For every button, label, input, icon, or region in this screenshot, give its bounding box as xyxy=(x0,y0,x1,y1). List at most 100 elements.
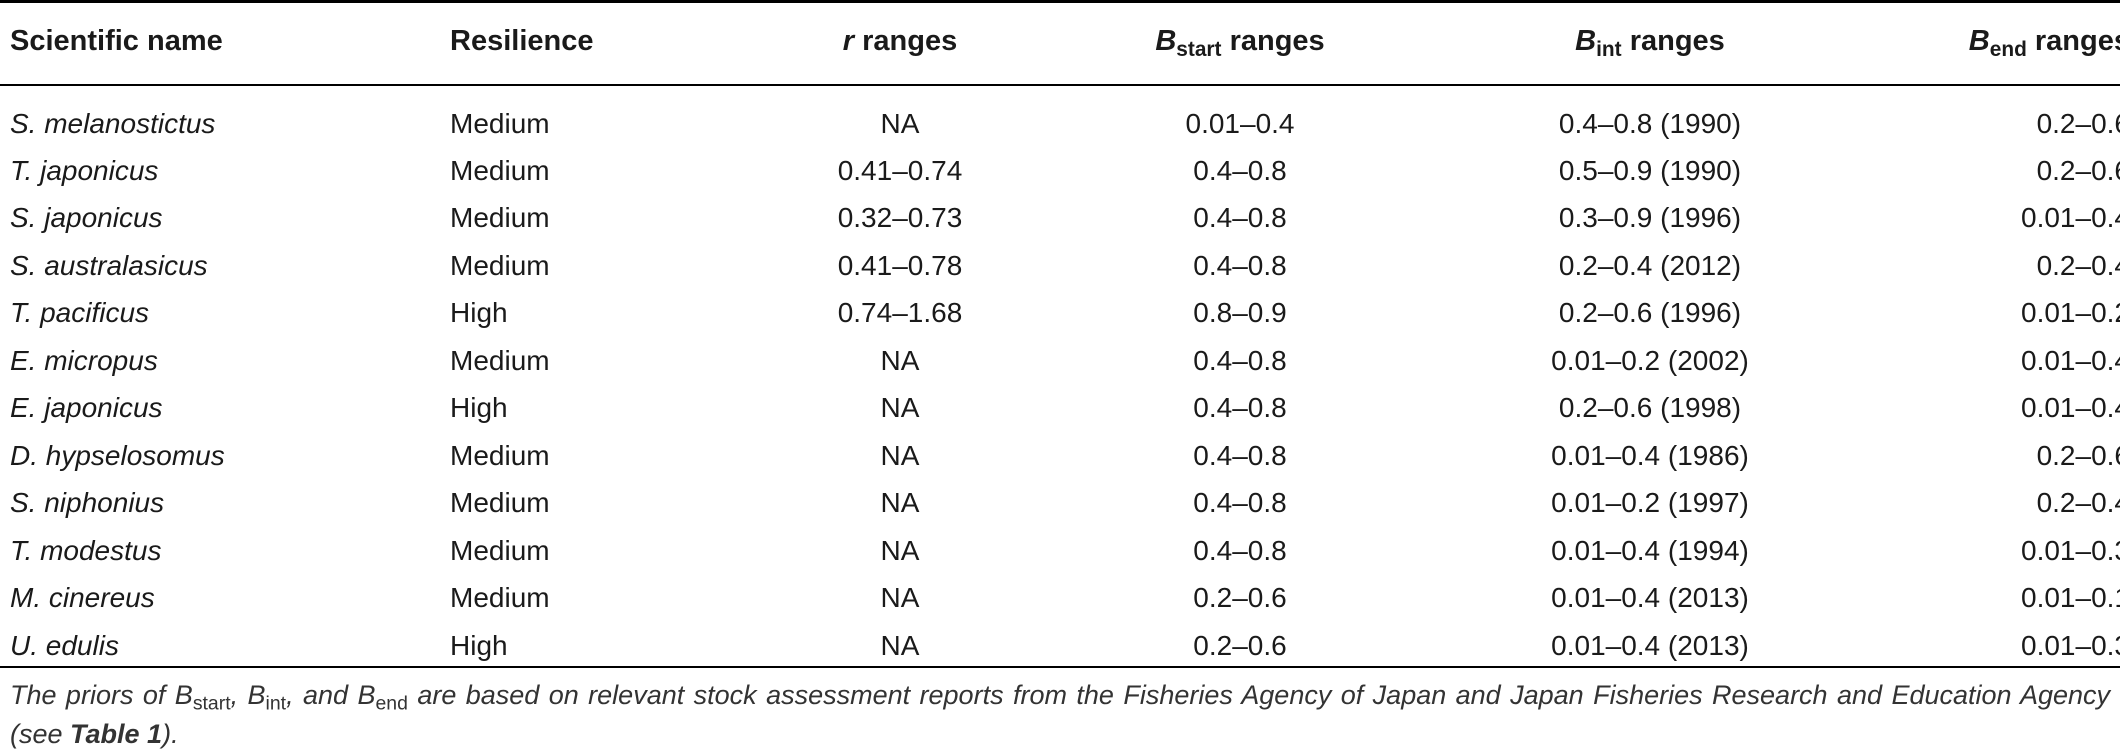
table-header-row: Scientific name Resilience r ranges Bsta… xyxy=(0,0,2120,86)
cell-r-range: NA xyxy=(880,582,920,614)
cell-r-range: NA xyxy=(880,344,920,376)
header-bstart-symbol: B xyxy=(1155,25,1177,57)
header-scientific-name: Scientific name xyxy=(10,25,223,57)
cell-bend-range: 0.01–0.4 xyxy=(2021,344,2120,376)
header-bend-ranges: Bend ranges xyxy=(1870,0,2120,86)
cell-bint-range: 0.4–0.8 (1990) xyxy=(1558,107,1742,139)
cell-bstart-range: 0.4–0.8 xyxy=(1193,249,1287,281)
table-row: T. pacificus High 0.74–1.68 0.8–0.9 0.2–… xyxy=(0,290,2120,338)
cell-scientific-name: U. edulis xyxy=(10,629,119,661)
header-bend-symbol: B xyxy=(1968,25,1990,57)
table-row: S. melanostictus Medium NA 0.01–0.4 0.4–… xyxy=(0,86,2120,147)
cell-bstart-range: 0.4–0.8 xyxy=(1193,344,1287,376)
cell-bint-range: 0.01–0.2 (1997) xyxy=(1551,487,1749,519)
cell-bint-range: 0.01–0.4 (2013) xyxy=(1551,582,1749,614)
footnote-text: The priors of B xyxy=(10,680,193,710)
header-bend-suffix: ranges xyxy=(2026,25,2120,57)
table-row: T. japonicus Medium 0.41–0.74 0.4–0.8 0.… xyxy=(0,147,2120,195)
footnote-text: are based on relevant stock assessment r… xyxy=(10,680,2111,749)
cell-resilience: Medium xyxy=(450,202,550,234)
cell-bend-range: 0.2–0.6 xyxy=(2036,154,2120,186)
cell-bend-range: 0.01–0.4 xyxy=(2021,202,2120,234)
cell-bstart-range: 0.01–0.4 xyxy=(1185,107,1295,139)
cell-bend-range: 0.2–0.4 xyxy=(2036,487,2120,519)
cell-bstart-range: 0.8–0.9 xyxy=(1193,297,1287,329)
cell-r-range: NA xyxy=(880,439,920,471)
cell-bstart-range: 0.4–0.8 xyxy=(1193,202,1287,234)
cell-bint-range: 0.01–0.4 (1986) xyxy=(1551,439,1749,471)
table-bottom-rule xyxy=(0,666,2120,668)
footnote-subscript-start: start xyxy=(192,692,231,715)
cell-bint-range: 0.01–0.4 (1994) xyxy=(1551,534,1749,566)
cell-bint-range: 0.3–0.9 (1996) xyxy=(1558,202,1742,234)
table-row: S. australasicus Medium 0.41–0.78 0.4–0.… xyxy=(0,242,2120,290)
cell-bstart-range: 0.4–0.8 xyxy=(1193,154,1287,186)
cell-r-range: NA xyxy=(880,629,920,661)
cell-bstart-range: 0.4–0.8 xyxy=(1193,439,1287,471)
cell-bend-range: 0.01–0.3 xyxy=(2021,629,2120,661)
footnote-subscript-end: end xyxy=(375,692,408,715)
table-row: T. modestus Medium NA 0.4–0.8 0.01–0.4 (… xyxy=(0,527,2120,575)
cell-r-range: 0.32–0.73 xyxy=(837,202,963,234)
footnote-subscript-int: int xyxy=(265,692,287,715)
cell-bstart-range: 0.2–0.6 xyxy=(1193,629,1287,661)
cell-bstart-range: 0.4–0.8 xyxy=(1193,392,1287,424)
cell-scientific-name: E. micropus xyxy=(10,344,158,376)
cell-scientific-name: S. melanostictus xyxy=(10,107,216,139)
cell-resilience: Medium xyxy=(450,487,550,519)
cell-resilience: Medium xyxy=(450,107,550,139)
table-row: M. cinereus Medium NA 0.2–0.6 0.01–0.4 (… xyxy=(0,575,2120,623)
cell-bstart-range: 0.4–0.8 xyxy=(1193,487,1287,519)
header-bstart-subscript: start xyxy=(1176,37,1222,61)
cell-resilience: Medium xyxy=(450,534,550,566)
cell-bend-range: 0.2–0.4 xyxy=(2036,249,2120,281)
cell-bint-range: 0.2–0.4 (2012) xyxy=(1558,249,1742,281)
cell-scientific-name: M. cinereus xyxy=(10,582,155,614)
header-bint-subscript: int xyxy=(1596,37,1622,61)
cell-r-range: NA xyxy=(880,107,920,139)
table-row: S. japonicus Medium 0.32–0.73 0.4–0.8 0.… xyxy=(0,195,2120,243)
cell-r-range: 0.41–0.78 xyxy=(837,249,963,281)
cell-resilience: Medium xyxy=(450,344,550,376)
cell-bend-range: 0.01–0.4 xyxy=(2021,392,2120,424)
cell-r-range: NA xyxy=(880,392,920,424)
cell-scientific-name: T. japonicus xyxy=(10,154,159,186)
cell-resilience: High xyxy=(450,629,508,661)
priors-table: Scientific name Resilience r ranges Bsta… xyxy=(0,0,2120,661)
cell-resilience: High xyxy=(450,297,508,329)
cell-resilience: Medium xyxy=(450,249,550,281)
cell-resilience: Medium xyxy=(450,154,550,186)
cell-bint-range: 0.5–0.9 (1990) xyxy=(1558,154,1742,186)
cell-resilience: Medium xyxy=(450,439,550,471)
header-r-suffix: ranges xyxy=(854,25,958,57)
cell-scientific-name: E. japonicus xyxy=(10,392,163,424)
header-r-ranges: r ranges xyxy=(750,0,1050,86)
cell-scientific-name: D. hypselosomus xyxy=(10,439,225,471)
cell-bend-range: 0.01–0.1 xyxy=(2021,582,2120,614)
cell-bstart-range: 0.2–0.6 xyxy=(1193,582,1287,614)
cell-resilience: High xyxy=(450,392,508,424)
cell-r-range: 0.41–0.74 xyxy=(837,154,963,186)
table-row: D. hypselosomus Medium NA 0.4–0.8 0.01–0… xyxy=(0,432,2120,480)
header-bend-subscript: end xyxy=(1989,37,2027,61)
cell-scientific-name: S. australasicus xyxy=(10,249,208,281)
header-bint-suffix: ranges xyxy=(1621,25,1725,57)
cell-bint-range: 0.2–0.6 (1998) xyxy=(1558,392,1742,424)
cell-scientific-name: T. pacificus xyxy=(10,297,150,329)
header-bint-symbol: B xyxy=(1575,25,1597,57)
table-row: E. japonicus High NA 0.4–0.8 0.2–0.6 (19… xyxy=(0,385,2120,433)
table-reference-link[interactable]: Table 1 xyxy=(70,719,163,749)
table-header-rule xyxy=(0,84,2120,86)
cell-bend-range: 0.2–0.6 xyxy=(2036,107,2120,139)
cell-bend-range: 0.01–0.2 xyxy=(2021,297,2120,329)
cell-bstart-range: 0.4–0.8 xyxy=(1193,534,1287,566)
header-r-symbol: r xyxy=(842,25,855,57)
header-bint-ranges: Bint ranges xyxy=(1430,0,1870,86)
cell-r-range: 0.74–1.68 xyxy=(837,297,963,329)
cell-scientific-name: T. modestus xyxy=(10,534,162,566)
table-row: S. niphonius Medium NA 0.4–0.8 0.01–0.2 … xyxy=(0,480,2120,528)
header-bstart-ranges: Bstart ranges xyxy=(1050,0,1430,86)
table-footnote: The priors of Bstart, Bint, and Bend are… xyxy=(10,676,2110,754)
cell-bint-range: 0.2–0.6 (1996) xyxy=(1558,297,1742,329)
cell-bend-range: 0.01–0.3 xyxy=(2021,534,2120,566)
